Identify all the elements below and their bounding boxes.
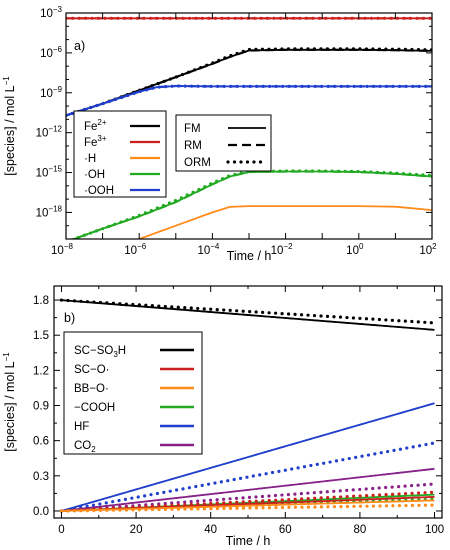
panel-a-label: a): [74, 39, 85, 53]
series-line-oh-orm: [69, 169, 432, 239]
series-line-sco-orm: [59, 490, 437, 513]
legend-label: ·OH: [84, 169, 105, 181]
y-tick-label: 0.9: [33, 401, 49, 413]
x-tick-label: 80: [354, 524, 367, 536]
legend-box: [63, 331, 203, 455]
panel-b-chart: 0 20 40 60 80 100 0.0 0.3 0.6 0.9 1.2 1.5 1.8 Time /…: [2, 285, 444, 548]
model-legend-label: FM: [184, 123, 201, 135]
legend-label: HF: [74, 421, 89, 433]
x-tick-label: 20: [130, 524, 143, 536]
panel-a-ticks: 10−8 10−6 10−4 10−2 100 102 10−18 10−15 10−12 10−…: [36, 5, 438, 257]
y-tick-label: 10−6: [40, 45, 62, 60]
legend-label: ·H: [84, 153, 96, 165]
legend-label: SC−O·: [74, 364, 109, 376]
legend-label: SC−SO3H: [74, 345, 126, 359]
series-line-scso3h-rm: [61, 299, 435, 331]
y-tick-label: 0.0: [33, 506, 49, 518]
y-tick-label: 1.5: [33, 330, 49, 342]
y-tick-label: 1.8: [33, 295, 49, 307]
x-tick-label: 102: [419, 242, 437, 257]
model-legend-label: ORM: [184, 157, 211, 169]
panel-b-label: b): [64, 311, 75, 325]
panel-b-y-axis-label: [species] / mol L−1: [2, 352, 17, 452]
x-tick-label: 100: [425, 524, 444, 536]
series-line-bbo-rm: [61, 499, 435, 512]
x-tick-label: 0: [58, 524, 64, 536]
legend-label: −COOH: [74, 402, 115, 414]
x-tick-label: 10−8: [51, 242, 73, 257]
y-tick-label: 0.3: [33, 471, 49, 483]
panel-b-x-axis-label: Time / h: [226, 534, 271, 548]
legend-label: ·OOH: [84, 185, 114, 197]
series-line-scso3h-orm: [59, 298, 437, 325]
series-line-co2-orm: [59, 482, 437, 513]
panel-a-model-legend: FM RM ORM: [175, 114, 272, 172]
legend-label: CO2: [74, 440, 96, 454]
panel-b-series: [59, 298, 437, 513]
panel-b-species-legend: SC−SO3H SC−O· BB−O· −COOH HF CO2: [63, 331, 203, 455]
x-tick-label: 40: [204, 524, 217, 536]
panel-b-ticks: 0 20 40 60 80 100 0.0 0.3 0.6 0.9 1.2 1.5 1.8: [33, 286, 444, 536]
series-line-hf-rm: [61, 402, 435, 512]
panel-a-series: [66, 16, 432, 239]
series-line-bbo-orm: [59, 503, 437, 513]
x-tick-label: 10−4: [197, 242, 219, 257]
panel-a-y-axis-label: [species] / mol L−1: [2, 76, 17, 176]
series-line-co2-rm: [61, 468, 435, 512]
y-tick-label: 10−12: [36, 125, 63, 140]
series-line-cooh-orm: [59, 497, 437, 513]
y-tick-label: 10−18: [36, 204, 63, 219]
y-tick-label: 10−3: [40, 5, 62, 20]
y-tick-label: 10−15: [36, 165, 63, 180]
panel-a-species-legend: Fe2+Fe3+ ·H ·OH ·OOH: [73, 110, 167, 198]
series-line-fe2-fm: [66, 48, 432, 117]
series-line-h-fm: [138, 205, 432, 239]
series-line-fe2-rm: [66, 48, 432, 117]
y-tick-label: 0.6: [33, 436, 49, 448]
series-line-ooh-orm: [66, 84, 432, 118]
x-tick-label: 100: [346, 242, 364, 257]
legend-label: Fe2+: [84, 118, 107, 133]
x-tick-label: 10−6: [124, 242, 146, 257]
legend-label: BB−O·: [74, 383, 109, 395]
series-line-hf-orm: [59, 441, 437, 513]
legend-label: Fe3+: [84, 134, 107, 149]
panel-a-x-axis-label: Time / h: [227, 249, 272, 263]
panel-a-chart: 10−8 10−6 10−4 10−2 100 102 10−18 10−15 10−12 10−…: [2, 5, 437, 263]
y-tick-label: 10−9: [40, 85, 62, 100]
x-tick-label: 60: [279, 524, 292, 536]
model-legend-label: RM: [184, 140, 202, 152]
x-tick-label: 10−2: [271, 242, 293, 257]
series-line-fe2-orm: [66, 47, 432, 118]
y-tick-label: 1.2: [33, 365, 49, 377]
